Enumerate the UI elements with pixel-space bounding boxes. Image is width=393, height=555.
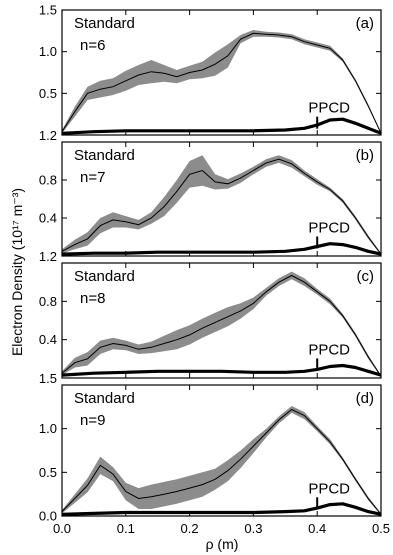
ppcd-label: PPCD xyxy=(308,341,350,358)
panel-frame xyxy=(61,141,382,257)
panel-c: 0.4 0.8 1.5 Standard n=8 (c) PPCD xyxy=(39,262,382,386)
x-tick-label: 0.0 xyxy=(53,521,71,536)
x-tick-label: 0.4 xyxy=(308,521,326,536)
y-tick-label: 0.5 xyxy=(39,465,57,480)
y-tick-label: 1.2 xyxy=(39,249,57,264)
ppcd-label: PPCD xyxy=(308,100,350,117)
y-tick-label: 1.2 xyxy=(39,128,57,143)
y-axis-title: Electron Density (10¹⁷ m⁻³) xyxy=(9,188,25,356)
standard-label: Standard xyxy=(74,268,135,285)
n-label: n=8 xyxy=(80,290,105,307)
y-tick-label: 0.8 xyxy=(39,173,57,188)
ppcd-profile-line xyxy=(61,242,382,256)
x-tick-label: 0.5 xyxy=(372,521,390,536)
n-label: n=6 xyxy=(80,37,105,54)
n-label: n=9 xyxy=(80,412,105,429)
standard-uncertainty-band xyxy=(62,155,381,256)
y-tick-label: 1.0 xyxy=(39,44,57,59)
panel-id-label: (d) xyxy=(356,390,374,407)
standard-label: Standard xyxy=(74,15,135,32)
standard-profile-line xyxy=(61,32,382,134)
ppcd-label: PPCD xyxy=(308,220,350,237)
ppcd-label: PPCD xyxy=(308,480,350,497)
ppcd-profile-line xyxy=(61,363,382,377)
panel-id-label: (b) xyxy=(356,147,374,164)
y-tick-label: 0.4 xyxy=(39,332,57,347)
standard-label: Standard xyxy=(74,147,135,164)
x-tick-label: 0.2 xyxy=(181,521,199,536)
y-tick-label: 1.5 xyxy=(39,371,57,386)
standard-profile-line xyxy=(61,158,382,255)
y-tick-label: 1.5 xyxy=(39,3,57,18)
panel-id-label: (c) xyxy=(357,268,375,285)
ppcd-profile-line xyxy=(61,117,382,135)
x-tick-label: 0.1 xyxy=(117,521,135,536)
y-tick-label: 0.0 xyxy=(39,509,57,524)
panel-frame xyxy=(61,9,382,136)
standard-profile-line xyxy=(61,274,382,377)
panel-a: 0.5 1.0 1.5 1.2 Standard n=6 (a) PPCD xyxy=(39,3,382,143)
standard-uncertainty-band xyxy=(62,271,381,377)
standard-label: Standard xyxy=(74,390,135,407)
x-axis: 0.0 0.1 0.2 0.3 0.4 0.5 xyxy=(53,521,390,536)
panel-b: 0.4 0.8 1.2 Standard n=7 (b) PPCD xyxy=(39,141,382,264)
panel-d: 0.0 0.5 1.0 Standard n=9 (d) PPCD xyxy=(39,384,382,524)
y-tick-label: 0.5 xyxy=(39,86,57,101)
panels: 0.5 1.0 1.5 1.2 Standard n=6 (a) PPCD 0.4 0.8 1.2 S… xyxy=(39,3,382,524)
panel-frame xyxy=(61,384,382,517)
ppcd-profile-line xyxy=(61,502,382,516)
standard-uncertainty-band xyxy=(62,30,381,135)
standard-uncertainty-band xyxy=(62,406,381,516)
y-tick-label: 1.0 xyxy=(39,421,57,436)
y-tick-label: 0.4 xyxy=(39,211,57,226)
standard-profile-line xyxy=(61,408,382,515)
y-tick-label: 0.8 xyxy=(39,294,57,309)
panel-id-label: (a) xyxy=(356,15,374,32)
x-axis-title: ρ (m) xyxy=(206,536,239,552)
panel-frame xyxy=(61,262,382,379)
n-label: n=7 xyxy=(80,169,105,186)
x-tick-label: 0.3 xyxy=(244,521,262,536)
